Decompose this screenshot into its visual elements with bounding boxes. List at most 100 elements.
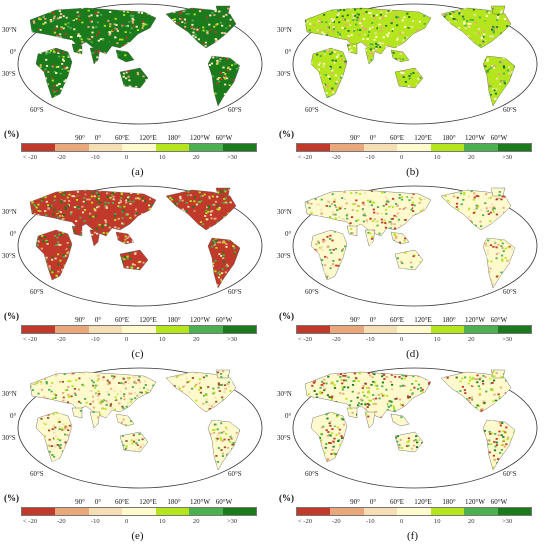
legend-tick-label: < -20 xyxy=(298,154,312,161)
lat-label-right: 60°S xyxy=(228,288,242,296)
panel-caption: (e) xyxy=(131,530,144,542)
legend-tick-label: -20 xyxy=(57,154,66,161)
legend-tick-label: < -20 xyxy=(23,336,37,343)
legend-swatch xyxy=(55,144,89,151)
legend-swatch xyxy=(122,144,156,151)
legend-swatch xyxy=(189,508,223,515)
legend-tick-label: < -20 xyxy=(23,518,37,525)
color-legend xyxy=(296,143,532,152)
lon-label: 120°E xyxy=(139,498,157,506)
legend-ticks: < -20 -20 -10 0 10 20 >30 xyxy=(21,336,257,346)
legend-tick-label: 10 xyxy=(159,518,166,525)
lat-label-right: 60°S xyxy=(503,106,517,114)
legend-swatch xyxy=(55,326,89,333)
lat-label: 60°S xyxy=(305,106,319,114)
lat-label-right: 60°S xyxy=(503,288,517,296)
legend-swatch xyxy=(22,508,56,515)
legend-swatch xyxy=(189,326,223,333)
land-area xyxy=(304,187,516,289)
panel-caption: (b) xyxy=(406,166,419,178)
lon-label: 90° xyxy=(75,498,85,506)
legend-swatch xyxy=(55,508,89,515)
legend-tick-label: 0 xyxy=(125,518,129,525)
legend-swatch xyxy=(363,508,398,515)
lat-label: 60°S xyxy=(30,470,44,478)
lat-label: 60°S xyxy=(305,470,319,478)
lon-label: 60°E xyxy=(389,316,405,324)
legend-swatch xyxy=(363,326,398,333)
legend-tick-label: 20 xyxy=(468,336,475,343)
lon-label: 90° xyxy=(350,316,360,324)
lon-label: 180° xyxy=(442,316,456,324)
legend-swatch xyxy=(88,508,123,515)
continent-seasia xyxy=(390,413,410,427)
lon-label: 180° xyxy=(442,498,456,506)
legend-swatch xyxy=(363,144,398,151)
lat-label: 30°N xyxy=(2,390,17,398)
legend-tick-label: -20 xyxy=(332,154,341,161)
lon-label: 120°E xyxy=(414,134,432,142)
continent-samerica xyxy=(482,237,516,289)
legend-tick-label: 10 xyxy=(434,336,441,343)
legend-swatch xyxy=(155,326,190,333)
lat-label: 30°N xyxy=(277,208,292,216)
lon-label: 60°E xyxy=(114,498,130,506)
legend-swatch xyxy=(189,144,223,151)
legend-swatch xyxy=(497,508,531,515)
lat-label: 0° xyxy=(285,230,292,238)
legend-swatch xyxy=(464,326,498,333)
legend-swatch xyxy=(464,144,498,151)
legend-tick-label: >30 xyxy=(502,518,513,525)
lon-label: 180° xyxy=(167,316,181,324)
legend-swatch xyxy=(397,326,431,333)
lon-label: 0° xyxy=(369,498,377,506)
lon-label: 120°W xyxy=(465,134,485,142)
legend-tick-label: >30 xyxy=(227,154,238,161)
legend-tick-label: 10 xyxy=(434,518,441,525)
legend-tick-label: -20 xyxy=(332,336,341,343)
color-legend xyxy=(21,143,257,152)
lat-label: 30°S xyxy=(277,434,291,442)
legend-tick-label: 0 xyxy=(400,336,404,343)
legend-unit: (%) xyxy=(279,493,294,503)
continent-india xyxy=(364,229,376,247)
panel-caption: (a) xyxy=(131,166,144,178)
continent-australia xyxy=(119,249,149,271)
world-map: 30°N 0° 30°S 60°S 60°S xyxy=(2,185,263,307)
longitude-labels: 90° 0° 60°E 120°E 180° 120°W 60°W xyxy=(341,134,531,144)
legend-tick-label: -10 xyxy=(366,336,375,343)
legend-tick-label: < -20 xyxy=(298,518,312,525)
lon-label: 120°W xyxy=(190,134,210,142)
legend-swatch xyxy=(464,508,498,515)
lon-label: 180° xyxy=(167,498,181,506)
legend-tick-label: -10 xyxy=(91,154,100,161)
legend-tick-label: 10 xyxy=(434,154,441,161)
legend-tick-label: 20 xyxy=(193,518,200,525)
world-map: 30°N 0° 30°S 60°S 60°S xyxy=(2,367,263,489)
legend-swatch xyxy=(88,326,123,333)
color-legend xyxy=(296,325,532,334)
legend-tick-label: 20 xyxy=(193,336,200,343)
legend-swatch xyxy=(497,326,531,333)
lat-label: 0° xyxy=(10,412,17,420)
map-panel-c: 30°N 0° 30°S 60°S 60°S (%) 90° 0° 60°E 120°E 180° 1… xyxy=(0,182,275,364)
map-panel-b: 30°N 0° 30°S 60°S 60°S (%) 90° 0° 60°E 120°E 180° 1… xyxy=(275,0,550,182)
lat-label-right: 60°S xyxy=(228,470,242,478)
map-panel-d: 30°N 0° 30°S 60°S 60°S (%) 90° 0° 60°E 120°E 180° 1… xyxy=(275,182,550,364)
color-legend xyxy=(296,507,532,516)
legend-swatch xyxy=(222,144,256,151)
lon-label: 90° xyxy=(350,498,360,506)
lat-label-right: 60°S xyxy=(228,106,242,114)
lon-label: 60°W xyxy=(215,134,233,142)
panel-caption: (c) xyxy=(131,348,144,360)
lon-label: 60°W xyxy=(490,498,508,506)
lon-label: 0° xyxy=(94,316,102,324)
lat-label-right: 60°S xyxy=(503,470,517,478)
legend-swatch xyxy=(22,144,56,151)
continent-seasia xyxy=(115,231,135,245)
lat-label: 30°S xyxy=(2,252,16,260)
lon-label: 120°E xyxy=(139,316,157,324)
legend-tick-label: >30 xyxy=(502,336,513,343)
legend-ticks: < -20 -20 -10 0 10 20 >30 xyxy=(21,518,257,528)
legend-tick-label: -10 xyxy=(366,154,375,161)
